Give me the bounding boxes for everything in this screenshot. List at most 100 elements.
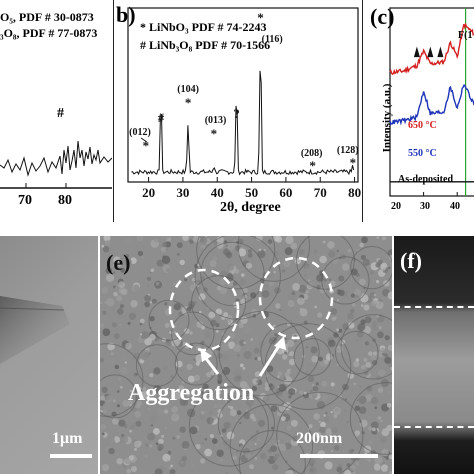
- sem-grain: [226, 242, 235, 251]
- sem-grain: [305, 290, 309, 294]
- sem-grain: [215, 443, 219, 447]
- sem-grain: [257, 438, 261, 442]
- sem-grain: [105, 267, 113, 274]
- sem-grain: [271, 426, 274, 430]
- sem-grain: [171, 413, 180, 422]
- sem-grain: [173, 283, 176, 286]
- panel-b-plot: 20 30 40 50 60 70 80 (012) (104) (013) (116) (208) (…: [127, 7, 361, 200]
- sem-grain: [315, 382, 319, 386]
- sem-grain: [120, 367, 128, 375]
- sem-grain: [101, 287, 109, 294]
- sem-grain: [338, 463, 342, 467]
- sem-grain: [271, 337, 275, 341]
- aggregation-circle-1: [168, 268, 240, 352]
- sem-grain: [364, 316, 372, 324]
- sem-grain: [236, 450, 239, 453]
- sem-grain: [288, 358, 296, 366]
- sem-grain: [118, 323, 122, 326]
- sem-grain: [139, 318, 145, 324]
- sem-grain: [176, 242, 183, 249]
- sem-grain: [179, 426, 186, 433]
- panel-c-tick-label-20: 20: [391, 201, 401, 212]
- sem-grain: [367, 440, 373, 446]
- panel-c-curve-label-asdep: As-deposited: [398, 174, 454, 185]
- sem-grain: [383, 462, 385, 464]
- sem-grain: [330, 308, 338, 315]
- sem-grain: [380, 430, 383, 433]
- sem-grain: [193, 374, 200, 382]
- panel-b-tick-label-40: 40: [211, 185, 224, 200]
- sem-cluster-outline: [200, 241, 265, 307]
- sem-grain: [116, 295, 123, 302]
- sem-grain: [140, 353, 148, 361]
- sem-grain: [371, 427, 376, 432]
- sem-grain: [270, 445, 277, 452]
- sem-grain: [187, 375, 195, 383]
- sem-grain: [120, 288, 128, 296]
- sem-grain: [161, 236, 170, 241]
- sem-grain: [287, 300, 295, 307]
- sem-grain: [390, 366, 392, 371]
- panel-a: O₅, PDF # 30-0873 ₃O₈, PDF # 77-0873 # 7…: [0, 0, 112, 222]
- sem-grain: [142, 386, 147, 391]
- sem-grain: [191, 463, 194, 467]
- sem-grain: [344, 409, 347, 412]
- aggregation-circle-2: [258, 256, 334, 340]
- panel-b-marker-1: #: [158, 110, 165, 125]
- sem-grain: [184, 278, 188, 282]
- sem-grain: [344, 469, 352, 474]
- sem-grain: [364, 341, 369, 346]
- sem-grain: [371, 321, 377, 327]
- sem-grain: [319, 255, 327, 264]
- panel-c-f-label: F(1: [458, 30, 473, 41]
- sem-grain: [266, 365, 274, 373]
- sem-grain: [195, 361, 200, 366]
- sem-grain: [298, 284, 307, 293]
- sem-grain: [334, 316, 337, 319]
- panel-f-dashed-line-top: [394, 306, 474, 308]
- sem-cluster-outline: [229, 403, 314, 474]
- sem-grain: [122, 428, 126, 431]
- panel-a-legend-line1: O₅, PDF # 30-0873: [0, 10, 94, 24]
- sem-grain: [102, 328, 111, 337]
- sem-grain: [325, 428, 333, 436]
- sem-grain: [279, 439, 284, 444]
- sem-grain: [230, 387, 236, 393]
- sem-grain: [100, 271, 103, 275]
- sem-grain: [250, 338, 254, 341]
- sem-grain: [361, 236, 368, 244]
- sem-grain: [145, 360, 148, 364]
- sem-grain: [125, 342, 132, 350]
- sem-grain: [200, 458, 206, 464]
- sem-grain: [201, 411, 205, 415]
- sem-grain: [376, 375, 382, 381]
- sem-grain: [377, 259, 383, 265]
- sem-grain: [388, 390, 391, 394]
- panel-e-annotations: [168, 256, 334, 377]
- sem-grain: [234, 268, 240, 274]
- sem-grain: [195, 443, 201, 450]
- sem-grain: [179, 259, 185, 266]
- sem-grain: [211, 438, 218, 444]
- sem-grain: [254, 357, 258, 361]
- sem-grain: [229, 406, 234, 410]
- sem-grain: [119, 304, 125, 309]
- panel-c-peak-marker-0: [413, 46, 420, 58]
- sem-grain: [144, 294, 151, 302]
- panel-c-peak-marker-2: [437, 46, 444, 58]
- sem-grain: [125, 254, 129, 258]
- sem-grain: [113, 256, 121, 264]
- sem-grain: [139, 322, 143, 326]
- sem-grain: [310, 335, 313, 338]
- sem-grain: [326, 384, 330, 387]
- sem-grain: [343, 424, 349, 430]
- sem-grain: [305, 346, 309, 349]
- sem-grain: [284, 351, 287, 355]
- sem-grain: [380, 437, 387, 444]
- sem-grain: [153, 385, 162, 394]
- panel-b: b) * LiNbO₃ PDF # 74-2243 # LiNb₃O₈ PDF …: [113, 0, 363, 222]
- panel-a-plot: [0, 140, 112, 189]
- sem-grain: [133, 284, 140, 291]
- sem-grain: [151, 298, 157, 304]
- sem-grain: [120, 385, 123, 389]
